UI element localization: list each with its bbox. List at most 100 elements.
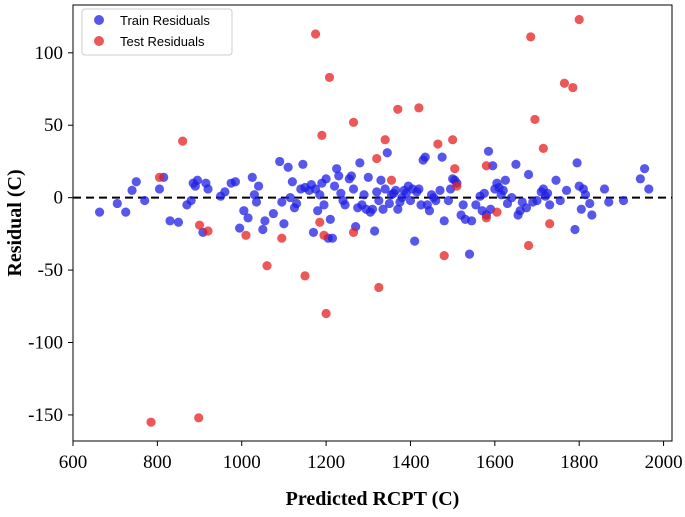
- x-tick-label: 1400: [391, 452, 429, 473]
- train-residual-point: [249, 190, 259, 200]
- test-residual-point: [241, 230, 251, 240]
- train-residual-point: [374, 195, 384, 206]
- x-tick-label: 1800: [560, 452, 598, 473]
- train-residual-point: [319, 200, 329, 210]
- train-residual-point: [325, 214, 335, 224]
- train-residual-point: [275, 156, 285, 167]
- train-residual-point: [173, 217, 184, 227]
- train-residual-point: [471, 200, 481, 210]
- train-residual-point: [285, 193, 295, 203]
- train-residual-point: [393, 204, 403, 214]
- y-tick-label: 50: [44, 115, 63, 136]
- test-residual-point: [448, 135, 458, 145]
- test-residual-point: [154, 172, 165, 182]
- train-residual-point: [639, 164, 650, 174]
- test-residual-point: [481, 161, 491, 171]
- x-tick-label: 600: [59, 452, 88, 473]
- train-residual-point: [391, 185, 401, 196]
- train-residual-point: [585, 198, 595, 209]
- train-residual-point: [140, 195, 150, 206]
- train-residual-point: [203, 184, 213, 194]
- x-tick-label: 1200: [307, 452, 345, 473]
- test-residual-point: [194, 220, 205, 230]
- plot-frame: [72, 4, 673, 442]
- axes: [72, 4, 673, 442]
- train-residual-point: [308, 227, 319, 238]
- train-residual-point: [239, 206, 249, 216]
- train-residual-point: [382, 148, 392, 158]
- test-residual-point: [450, 164, 460, 174]
- test-residual-point: [300, 271, 310, 281]
- train-residual-point: [521, 203, 532, 213]
- y-tick-label: -50: [38, 260, 63, 281]
- test-residual-point: [492, 207, 502, 217]
- train-residual-point: [367, 204, 378, 214]
- train-residual-point: [488, 161, 498, 171]
- test-residual-point: [452, 181, 462, 191]
- train-residual-point: [254, 181, 264, 191]
- x-tick-label: 1600: [476, 452, 514, 473]
- test-residual-point: [530, 114, 540, 125]
- test-residual-point: [324, 72, 335, 83]
- legend-train-marker: [94, 15, 104, 25]
- test-residual-point: [203, 226, 213, 236]
- train-residual-point: [346, 171, 357, 181]
- train-residual-point: [570, 224, 580, 235]
- train-residual-point: [380, 184, 390, 194]
- x-tick-label: 1000: [223, 452, 261, 473]
- train-residual-point: [479, 188, 489, 198]
- train-residual-point: [576, 204, 586, 214]
- train-residual-point: [154, 184, 165, 194]
- legend-test-marker: [94, 36, 104, 46]
- test-residual-point: [348, 227, 359, 238]
- test-residual-point: [277, 233, 287, 243]
- train-residual-point: [532, 195, 542, 206]
- train-residual-point: [458, 200, 468, 210]
- test-residual-point: [545, 219, 555, 229]
- test-residual-point: [433, 139, 443, 149]
- train-residual-point: [121, 207, 131, 217]
- y-tick-label: 0: [54, 188, 64, 209]
- train-residual-point: [500, 175, 510, 185]
- test-residual-point: [317, 130, 327, 140]
- train-residual-point: [287, 177, 297, 187]
- tick-labels: 600 800 1000 1200 1400 1600 1800 2000-150-100-5…: [28, 43, 682, 473]
- train-residual-point: [372, 187, 382, 197]
- train-residual-point: [313, 206, 323, 216]
- x-tick-label: 800: [143, 452, 172, 473]
- train-residual-point: [370, 226, 380, 236]
- train-residual-point: [420, 152, 430, 162]
- train-residual-point: [94, 207, 105, 217]
- train-residual-point: [258, 224, 268, 235]
- train-residual-point: [376, 175, 386, 185]
- train-residual-point: [599, 184, 610, 194]
- train-residual-point: [131, 177, 141, 187]
- train-residual-point: [340, 200, 350, 210]
- test-residual-point: [538, 143, 548, 154]
- test-residual-point: [380, 135, 390, 145]
- test-residual-point: [262, 261, 272, 271]
- train-residual-point: [443, 195, 454, 206]
- test-residual-point: [439, 250, 449, 261]
- test-residual-point: [372, 153, 382, 164]
- legend-train-label: Train Residuals: [120, 13, 210, 28]
- test-residual-point: [310, 29, 321, 39]
- test-residual-point: [386, 175, 397, 185]
- y-tick-label: -150: [28, 405, 63, 426]
- train-residual-series: [94, 146, 654, 259]
- data-points: [94, 14, 654, 427]
- legend-box: [81, 8, 233, 56]
- train-residual-point: [243, 213, 253, 223]
- train-residual-point: [186, 195, 196, 206]
- train-residual-point: [580, 190, 591, 200]
- train-residual-point: [437, 152, 447, 162]
- test-residual-point: [319, 230, 329, 240]
- test-residual-point: [315, 217, 325, 227]
- test-residual-point: [321, 308, 331, 319]
- train-residual-point: [336, 188, 346, 198]
- train-residual-point: [587, 210, 597, 220]
- train-residual-point: [220, 187, 230, 197]
- train-residual-point: [542, 188, 553, 198]
- train-residual-point: [329, 181, 340, 191]
